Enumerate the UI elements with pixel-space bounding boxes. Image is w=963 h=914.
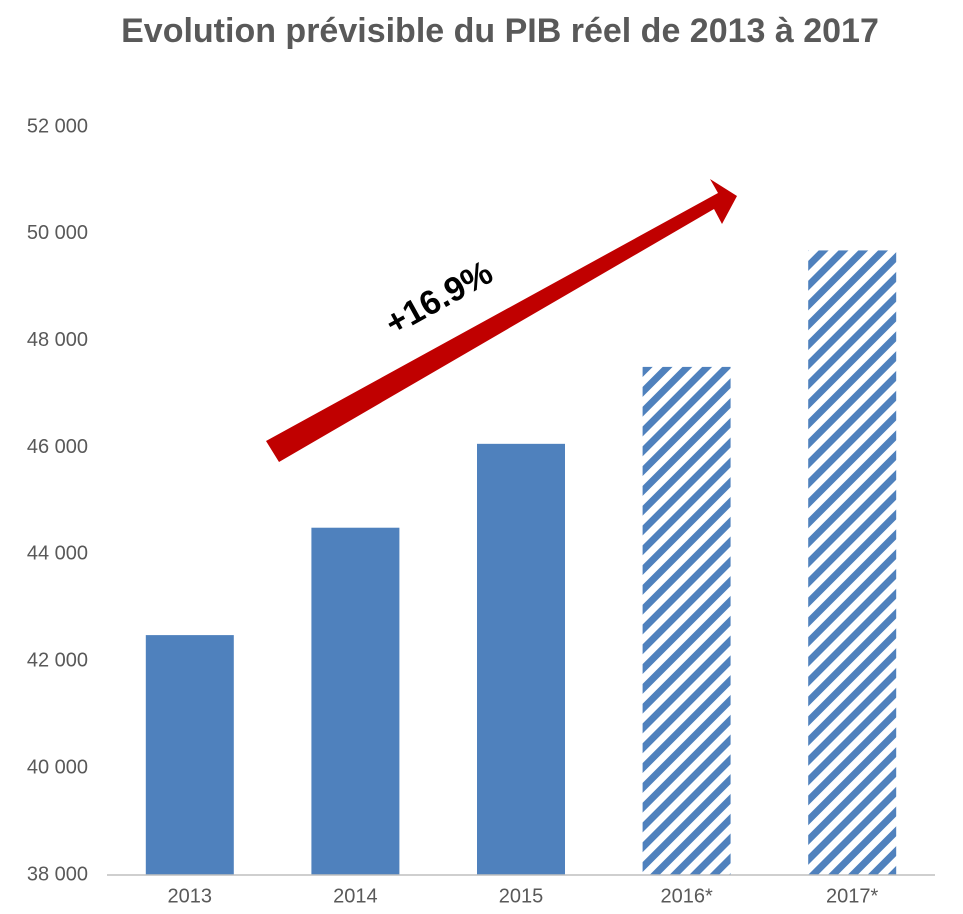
x-tick-label: 2016*	[660, 885, 712, 907]
y-tick-label: 50 000	[27, 222, 88, 244]
chart-title: Evolution prévisible du PIB réel de 2013…	[121, 12, 879, 50]
bar	[311, 527, 400, 875]
y-tick-label: 46 000	[27, 436, 88, 458]
y-tick-label: 48 000	[27, 329, 88, 351]
x-tick-label: 2014	[333, 885, 378, 907]
bar	[477, 443, 565, 875]
x-tick-label: 2017*	[826, 885, 878, 907]
bar	[642, 366, 731, 875]
y-tick-label: 38 000	[27, 863, 88, 885]
x-tick-label: 2013	[168, 885, 213, 907]
y-tick-label: 42 000	[27, 650, 88, 672]
x-tick-label: 2015	[499, 885, 544, 907]
y-tick-label: 40 000	[27, 756, 88, 778]
bar	[808, 250, 897, 876]
y-tick-label: 52 000	[27, 115, 88, 137]
y-tick-label: 44 000	[27, 543, 88, 565]
trend-arrow	[266, 179, 737, 462]
bar	[145, 635, 234, 875]
